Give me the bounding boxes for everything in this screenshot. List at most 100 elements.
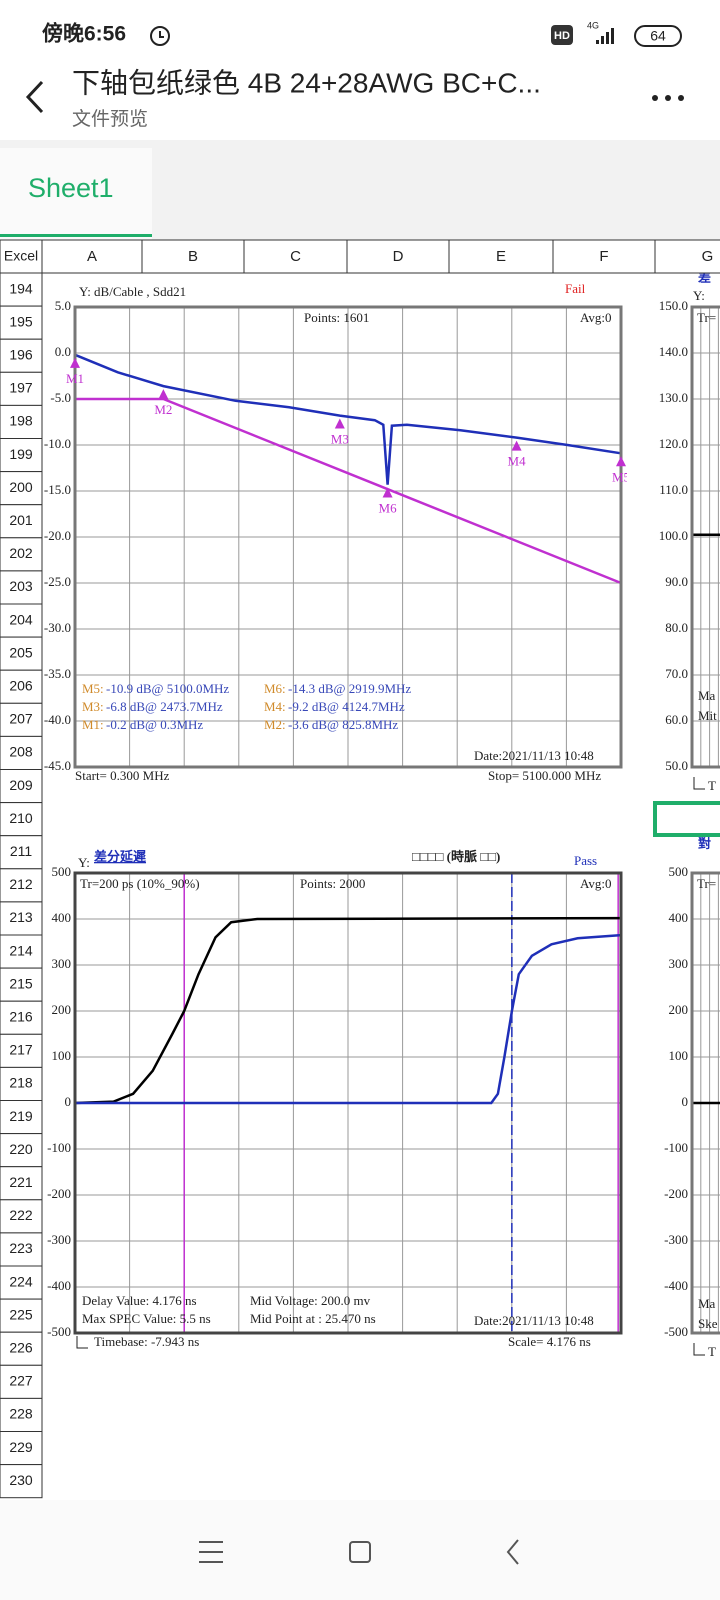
row-label: 208 bbox=[9, 744, 33, 760]
row-header bbox=[0, 901, 43, 936]
alarm-hand bbox=[159, 31, 164, 38]
battery-level: 64 bbox=[650, 28, 666, 44]
row-label: 199 bbox=[9, 446, 33, 462]
nav-menu[interactable] bbox=[199, 1541, 223, 1563]
row-label: 203 bbox=[9, 578, 33, 594]
marker bbox=[511, 440, 522, 451]
row-label: 204 bbox=[9, 611, 33, 627]
readout-text: -10.9 dB@ 5100.0MHz bbox=[106, 681, 229, 696]
row-label: 229 bbox=[9, 1439, 33, 1455]
column-header bbox=[346, 239, 450, 274]
y-tick-label: -5.0 bbox=[50, 390, 71, 405]
nav-back[interactable] bbox=[506, 1539, 519, 1565]
row-label: 220 bbox=[9, 1141, 33, 1157]
row-label: 210 bbox=[9, 810, 33, 826]
file-title: 下轴包纸绿色 4B 24+28AWG BC+C... bbox=[72, 67, 541, 98]
row-header bbox=[0, 1000, 43, 1035]
chart-area: 5.0 0.0 -5.0 -10.0 -15.0 -20.0 -25.0 -30.0 -35.0… bbox=[44, 281, 627, 1349]
y-tick-label: -35.0 bbox=[44, 666, 71, 681]
readout-text: -0.2 dB@ 0.3MHz bbox=[106, 717, 203, 732]
sheet-tab-label: Sheet1 bbox=[28, 173, 114, 203]
marker-label: M1 bbox=[66, 371, 84, 386]
row-header bbox=[0, 868, 43, 903]
row-label: 219 bbox=[9, 1108, 33, 1124]
row-header bbox=[0, 1364, 43, 1399]
y-tick-label: -500 bbox=[664, 1324, 688, 1339]
nav-home[interactable] bbox=[349, 1541, 371, 1563]
row-header bbox=[0, 1133, 43, 1168]
column-label: C bbox=[290, 248, 301, 265]
y-tick-label: -400 bbox=[47, 1278, 71, 1293]
row-header bbox=[0, 1265, 43, 1300]
y-tick-label: 500 bbox=[52, 864, 72, 879]
y-tick-label: -200 bbox=[664, 1186, 688, 1201]
y-tick-label: -10.0 bbox=[44, 436, 71, 451]
row-header bbox=[0, 1232, 43, 1267]
row-label: 223 bbox=[9, 1240, 33, 1256]
row-label: 198 bbox=[9, 413, 33, 429]
scale-label: Scale= 4.176 ns bbox=[508, 1334, 591, 1349]
row-label: 215 bbox=[9, 975, 33, 991]
y-tick-label: 500 bbox=[669, 864, 689, 879]
timebase-label: T bbox=[708, 778, 716, 793]
marker bbox=[382, 487, 393, 498]
avg-label: Avg:0 bbox=[580, 310, 612, 325]
chart-title: 差 bbox=[698, 270, 711, 285]
row-label: 226 bbox=[9, 1339, 33, 1355]
y-tick-label: 0 bbox=[65, 1094, 72, 1109]
date-label: Date:2021/11/13 10:48 bbox=[474, 748, 594, 763]
row-header bbox=[0, 537, 43, 572]
row-header bbox=[0, 570, 43, 605]
status-time: 傍晚6:56 bbox=[42, 22, 126, 46]
axis-corner bbox=[76, 1336, 88, 1349]
info-label: Mid Point at : 25.470 ns bbox=[250, 1311, 376, 1326]
row-label: 227 bbox=[9, 1373, 33, 1389]
row-label: 202 bbox=[9, 545, 33, 561]
row-header bbox=[0, 669, 43, 704]
readout-label: M1: bbox=[82, 717, 104, 732]
network-type: 4G bbox=[587, 20, 599, 30]
more-button[interactable] bbox=[652, 95, 684, 101]
back-button[interactable] bbox=[25, 80, 44, 114]
readout-text: -9.2 dB@ 4124.7MHz bbox=[288, 699, 405, 714]
title-prefix: Y: bbox=[78, 855, 90, 870]
row-header bbox=[0, 1464, 43, 1499]
readout-label: M3: bbox=[82, 699, 104, 714]
row-label: 201 bbox=[9, 512, 33, 528]
marker bbox=[158, 389, 169, 400]
row-header bbox=[0, 1166, 43, 1201]
points-label: Points: 2000 bbox=[300, 876, 365, 891]
info-label: Max SPEC Value: 5.5 ns bbox=[82, 1311, 211, 1326]
column-label: B bbox=[188, 248, 198, 265]
y-tick-label: 150.0 bbox=[659, 298, 688, 313]
row-label: 209 bbox=[9, 777, 33, 793]
readout-label: M4: bbox=[264, 699, 286, 714]
row-header bbox=[0, 1331, 43, 1366]
y-tick-label: -45.0 bbox=[44, 758, 71, 773]
chart-title: 對 bbox=[698, 836, 711, 851]
axis-corner bbox=[693, 777, 705, 790]
hd-badge bbox=[551, 25, 573, 45]
y-tick-label: 100 bbox=[52, 1048, 72, 1063]
column-label: E bbox=[496, 248, 506, 265]
y-tick-label: 100 bbox=[669, 1048, 689, 1063]
row-header bbox=[0, 802, 43, 837]
y-tick-label: -20.0 bbox=[44, 528, 71, 543]
sheet-grid: Excel A B C D E F G 194 195 196 197 198 199 200 201 202 2… bbox=[0, 239, 720, 1499]
row-label: 222 bbox=[9, 1207, 33, 1223]
sheet-tab[interactable] bbox=[0, 148, 152, 240]
plot-frame bbox=[690, 871, 720, 1335]
row-header bbox=[0, 967, 43, 1002]
chart-title: 差分延遲 bbox=[94, 849, 146, 864]
readout-text: -6.8 dB@ 2473.7MHz bbox=[106, 699, 223, 714]
y-tick-label: 100.0 bbox=[659, 528, 688, 543]
row-label: 214 bbox=[9, 942, 33, 958]
y-tick-label: 90.0 bbox=[665, 574, 688, 589]
row-header bbox=[0, 702, 43, 737]
rise-label: Tr=200 ps (10%_90%) bbox=[80, 876, 200, 891]
column-label: G bbox=[702, 248, 714, 265]
info-label: Ma bbox=[698, 1296, 716, 1311]
y-tick-label: 50.0 bbox=[665, 758, 688, 773]
points-label: Points: 1601 bbox=[304, 310, 369, 325]
